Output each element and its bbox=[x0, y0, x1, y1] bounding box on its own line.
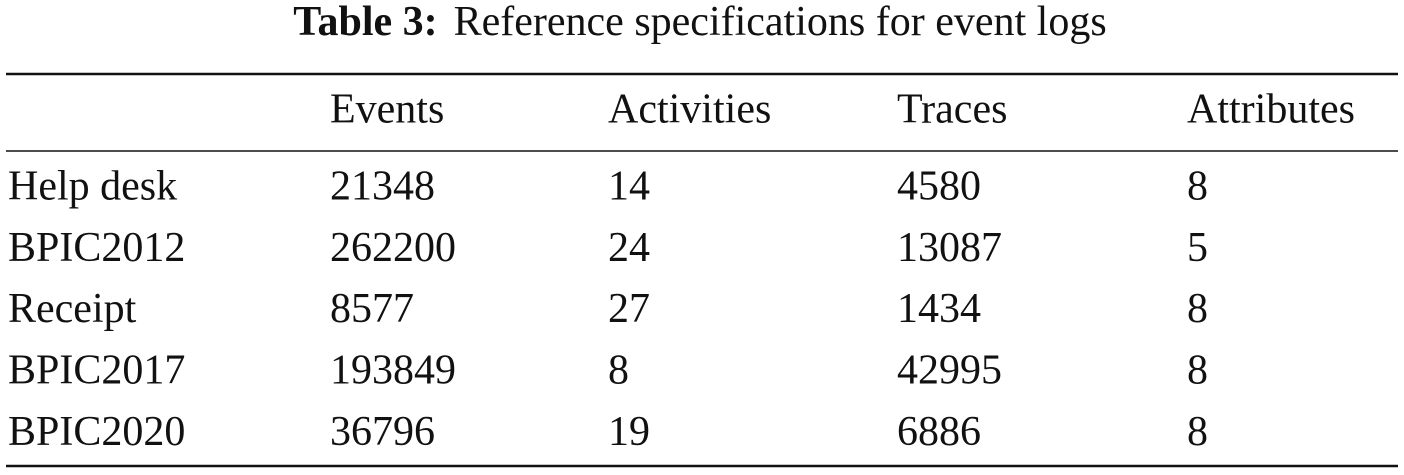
cell: 8 bbox=[1187, 164, 1208, 210]
cell: 21348 bbox=[330, 164, 435, 210]
cell: 8 bbox=[1187, 409, 1208, 455]
cell: 42995 bbox=[897, 348, 1002, 394]
row-label: BPIC2012 bbox=[8, 225, 185, 271]
cell: 6886 bbox=[897, 409, 981, 455]
caption: Table 3: Reference specifications for eve… bbox=[293, 0, 1106, 45]
cell: 4580 bbox=[897, 164, 981, 210]
cell: 24 bbox=[608, 225, 650, 271]
cell: 1434 bbox=[897, 286, 981, 332]
cell: 5 bbox=[1187, 225, 1208, 271]
column-header: Events bbox=[330, 87, 444, 133]
caption-label: Table 3: bbox=[293, 0, 437, 45]
cell: 193849 bbox=[330, 348, 456, 394]
cell: 8 bbox=[608, 348, 629, 394]
column-header: Traces bbox=[897, 87, 1007, 133]
column-header: Attributes bbox=[1187, 87, 1355, 133]
cell: 8 bbox=[1187, 348, 1208, 394]
cell: 14 bbox=[608, 164, 650, 210]
row-label: BPIC2017 bbox=[8, 348, 185, 394]
row-label: BPIC2020 bbox=[8, 409, 185, 455]
row-label: Receipt bbox=[8, 286, 137, 332]
column-header: Activities bbox=[608, 87, 771, 133]
cell: 262200 bbox=[330, 225, 456, 271]
row-label: Help desk bbox=[8, 164, 177, 210]
cell: 13087 bbox=[897, 225, 1002, 271]
cell: 8 bbox=[1187, 286, 1208, 332]
cell: 36796 bbox=[330, 409, 435, 455]
cell: 27 bbox=[608, 286, 650, 332]
cell: 8577 bbox=[330, 286, 414, 332]
caption-text: Reference specifications for event logs bbox=[454, 0, 1107, 45]
cell: 19 bbox=[608, 409, 650, 455]
